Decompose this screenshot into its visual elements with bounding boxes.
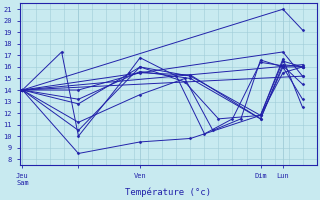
X-axis label: Température (°c): Température (°c) (125, 187, 211, 197)
